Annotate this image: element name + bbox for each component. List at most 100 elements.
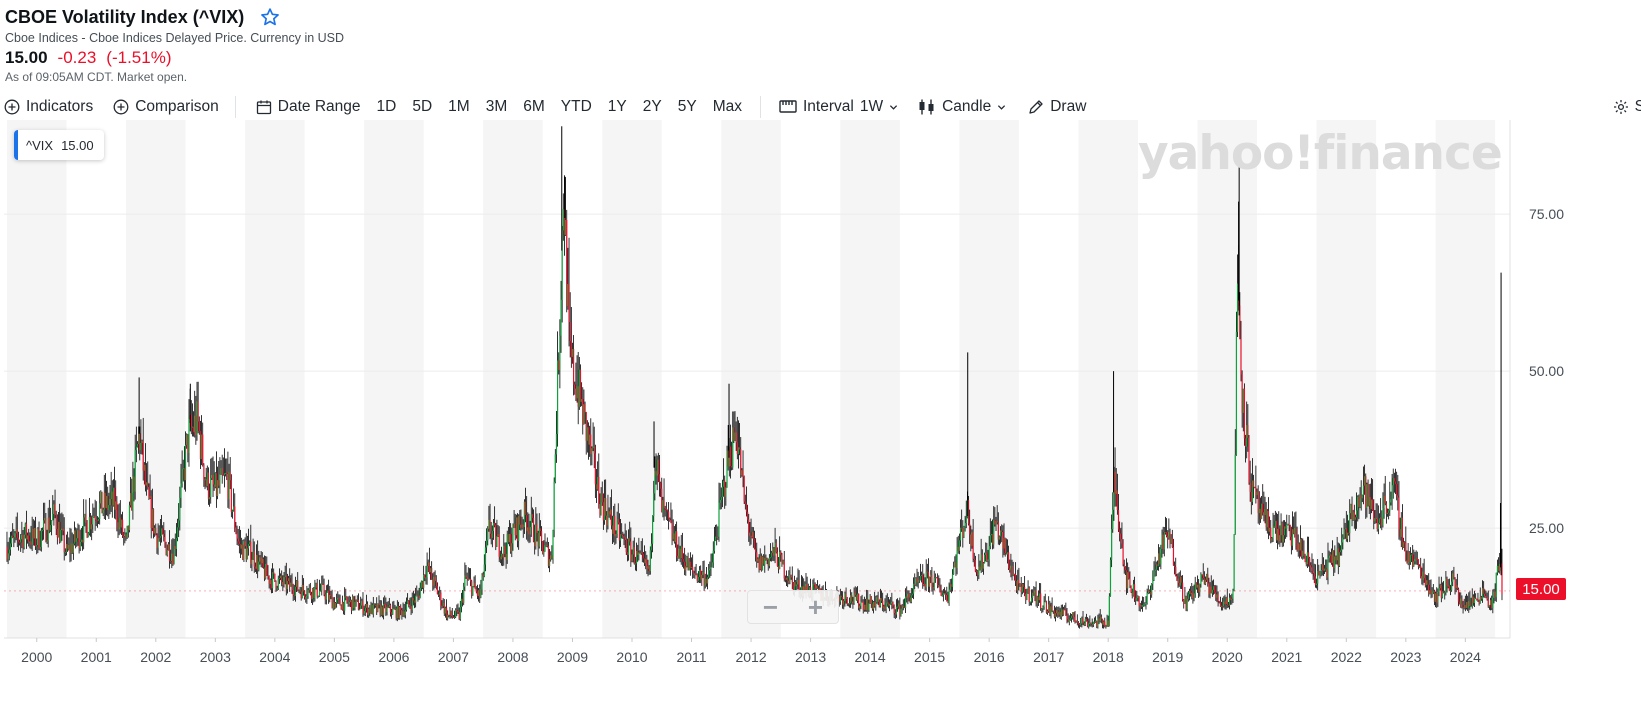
candle-body <box>192 426 195 433</box>
candle-body <box>671 522 673 540</box>
candle-body <box>982 563 985 569</box>
candle-body <box>164 537 166 543</box>
candle-body <box>919 575 922 581</box>
candle-body <box>1024 587 1026 595</box>
candle-body <box>569 322 571 342</box>
range-3m[interactable]: 3M <box>485 98 508 115</box>
range-5y[interactable]: 5Y <box>677 98 697 115</box>
candle-body <box>181 468 183 484</box>
range-2y[interactable]: 2Y <box>642 98 662 115</box>
candle-body <box>1232 590 1234 599</box>
range-5d[interactable]: 5D <box>412 98 433 115</box>
candle-body <box>534 541 536 547</box>
candle-body <box>545 544 547 546</box>
candle-body <box>401 610 403 616</box>
candle-body <box>977 570 979 576</box>
candle-body <box>86 522 88 538</box>
series-legend[interactable]: ^VIX 15.00 <box>14 130 104 160</box>
range-max[interactable]: Max <box>712 98 742 115</box>
candle-body <box>1129 578 1131 586</box>
candle-body <box>1473 597 1476 603</box>
candle-body <box>250 541 252 565</box>
candle-body <box>885 602 887 609</box>
candle-body <box>453 616 456 618</box>
candle-body <box>804 586 806 593</box>
candle-body <box>1155 564 1157 570</box>
candle-body <box>1373 510 1375 522</box>
candle-body <box>403 611 405 616</box>
range-6m[interactable]: 6M <box>523 98 545 115</box>
candle-body <box>450 610 452 617</box>
range-1y[interactable]: 1Y <box>607 98 627 115</box>
candle-body <box>681 546 683 559</box>
candle-body <box>758 558 760 570</box>
price-chart[interactable]: 25.00 50.00 75.00 2000 2001 2002 2003 2004 2005 2… <box>0 120 1641 700</box>
candle-body <box>358 609 361 611</box>
zoom-out-button[interactable]: − <box>762 592 779 622</box>
candle-body <box>1294 528 1296 534</box>
candle-body <box>26 535 29 540</box>
candle-body <box>215 473 218 497</box>
candle-body <box>864 604 867 611</box>
candle-body <box>888 603 891 606</box>
candle-body <box>1137 596 1139 599</box>
candle-body <box>1156 564 1159 566</box>
candle-body <box>1046 611 1049 613</box>
candle-body <box>1260 503 1263 520</box>
candle-body <box>196 401 198 436</box>
candle-body <box>626 552 629 555</box>
candle-body <box>476 591 479 596</box>
chart-type-button[interactable]: Candle <box>918 98 1006 116</box>
candle-body <box>660 482 662 489</box>
candle-body <box>1285 526 1287 529</box>
candle-body <box>449 610 451 616</box>
draw-button[interactable]: Draw <box>1028 98 1086 116</box>
candle-body <box>330 594 332 596</box>
candle-body <box>1447 585 1449 587</box>
zoom-in-button[interactable]: + <box>807 592 824 622</box>
candle-body <box>1384 495 1386 504</box>
candle-body <box>1434 593 1437 602</box>
comparison-button[interactable]: Comparison <box>113 98 219 116</box>
candle-body <box>194 415 196 433</box>
candle-body <box>392 608 394 615</box>
chart-canvas[interactable]: 25.00 50.00 75.00 2000 2001 2002 2003 2004 2005 2… <box>0 120 1641 700</box>
range-ytd[interactable]: YTD <box>560 98 592 115</box>
candle-body <box>891 602 893 604</box>
candle-body <box>266 563 268 576</box>
range-1d[interactable]: 1D <box>376 98 397 115</box>
candle-body <box>24 523 26 535</box>
candle-body <box>911 593 914 596</box>
candle-body <box>1218 601 1220 603</box>
candle-body <box>594 453 596 485</box>
candle-body <box>839 595 841 602</box>
candle-body <box>434 576 436 581</box>
candle-body <box>1192 592 1194 599</box>
range-1m[interactable]: 1M <box>448 98 470 115</box>
date-range-button[interactable]: Date Range <box>256 98 361 116</box>
candle-body <box>1353 512 1355 520</box>
candle-body <box>765 557 767 560</box>
candle-body <box>1365 476 1367 509</box>
candle-body <box>1329 554 1331 556</box>
candle-body <box>108 505 110 511</box>
settings-button[interactable]: S <box>1613 98 1641 116</box>
candle-body <box>126 525 128 538</box>
candle-body <box>63 530 65 553</box>
candle-body <box>695 574 697 576</box>
candle-body <box>845 593 847 599</box>
candle-body <box>1220 605 1223 607</box>
candle-body <box>155 527 157 535</box>
candle-body <box>1178 582 1180 586</box>
candle-body <box>458 611 460 620</box>
candle-body <box>971 532 973 546</box>
candle-body <box>276 588 278 590</box>
candle-body <box>945 593 947 595</box>
candle-body <box>1167 536 1169 539</box>
candle-body <box>318 590 321 596</box>
indicators-button[interactable]: Indicators <box>4 98 93 116</box>
candle-body <box>991 533 994 545</box>
candle-body <box>1421 576 1423 580</box>
interval-button[interactable]: Interval 1W <box>779 98 898 116</box>
star-icon[interactable] <box>260 7 280 27</box>
